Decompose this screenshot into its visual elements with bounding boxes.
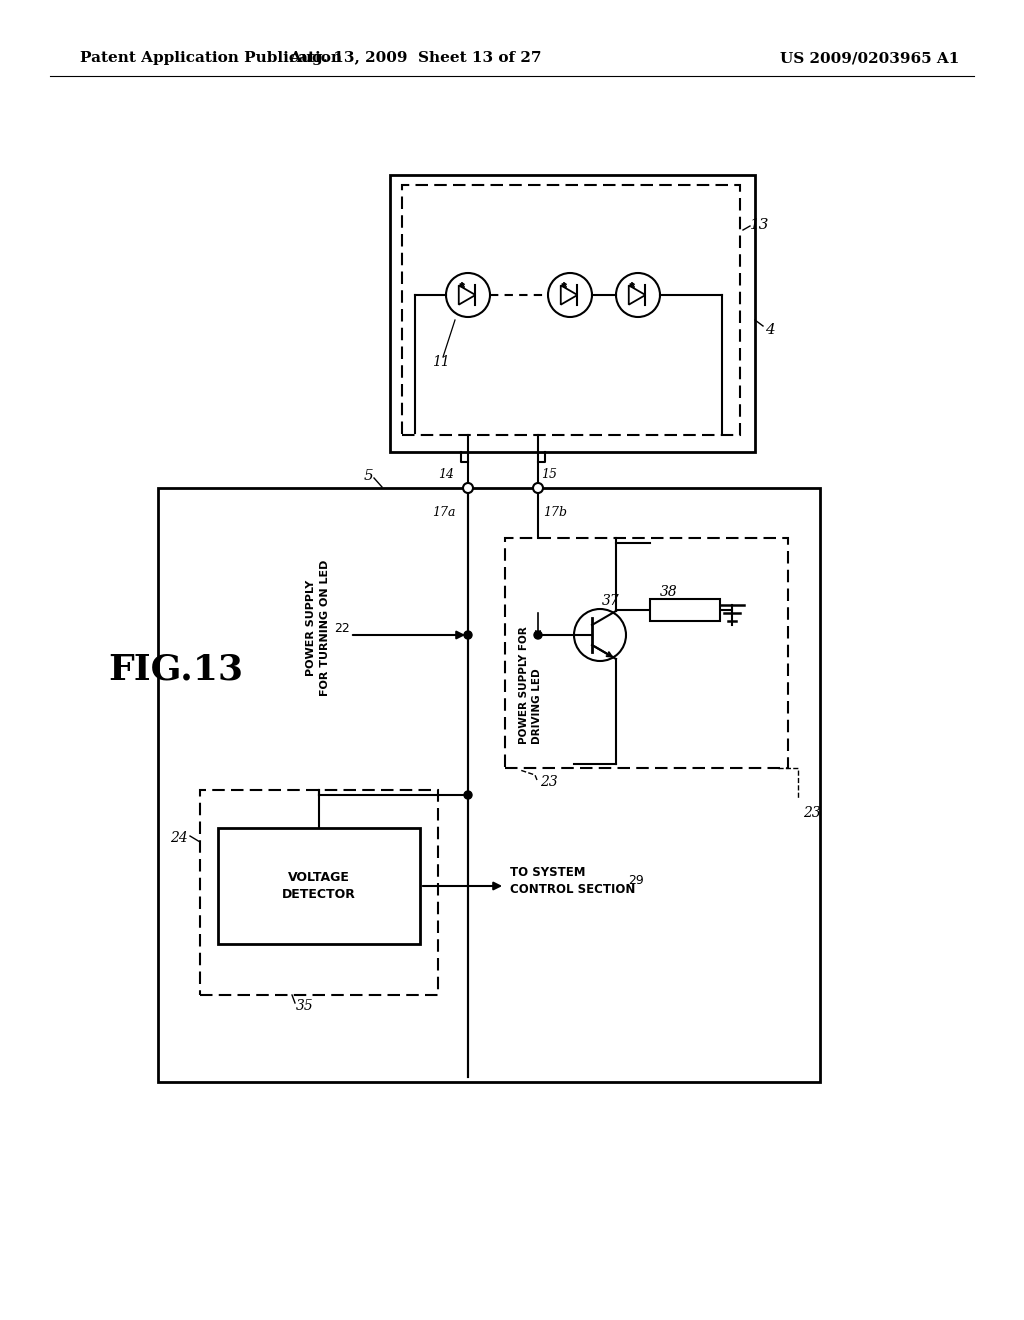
Text: 35: 35: [296, 999, 313, 1012]
Text: 14: 14: [438, 469, 454, 482]
Bar: [158, 488, 820, 1082]
Text: 17b: 17b: [543, 506, 567, 519]
Text: 4: 4: [765, 323, 775, 337]
Text: 17a: 17a: [432, 506, 456, 519]
Circle shape: [464, 631, 472, 639]
Text: VOLTAGE
DETECTOR: VOLTAGE DETECTOR: [282, 871, 356, 902]
Text: 37: 37: [602, 594, 620, 609]
Text: 13: 13: [750, 218, 769, 232]
Circle shape: [534, 483, 543, 492]
Bar: [390, 176, 755, 451]
Text: 15: 15: [541, 469, 557, 482]
Text: US 2009/0203965 A1: US 2009/0203965 A1: [780, 51, 959, 65]
Circle shape: [534, 631, 542, 639]
Text: POWER SUPPLY
FOR TURNING ON LED: POWER SUPPLY FOR TURNING ON LED: [306, 560, 330, 696]
Circle shape: [463, 483, 473, 492]
Circle shape: [464, 791, 472, 799]
Text: 29: 29: [628, 874, 644, 887]
Text: Patent Application Publication: Patent Application Publication: [80, 51, 342, 65]
Text: POWER SUPPLY FOR
DRIVING LED: POWER SUPPLY FOR DRIVING LED: [519, 626, 542, 744]
Text: Aug. 13, 2009  Sheet 13 of 27: Aug. 13, 2009 Sheet 13 of 27: [289, 51, 542, 65]
Text: 22: 22: [334, 622, 350, 635]
Bar: [402, 185, 740, 436]
Polygon shape: [629, 285, 645, 305]
Text: 23: 23: [803, 807, 821, 820]
Text: 38: 38: [660, 585, 678, 599]
Text: 5: 5: [364, 469, 373, 483]
Bar: [218, 828, 420, 944]
Bar: [200, 789, 438, 995]
Bar: [505, 539, 788, 768]
Bar: [650, 599, 720, 620]
Text: 24: 24: [170, 832, 188, 845]
Text: 23: 23: [540, 775, 558, 789]
Polygon shape: [561, 285, 578, 305]
Text: TO SYSTEM
CONTROL SECTION: TO SYSTEM CONTROL SECTION: [510, 866, 635, 896]
Text: FIG.13: FIG.13: [108, 653, 243, 686]
Text: 11: 11: [432, 355, 450, 370]
Polygon shape: [459, 285, 475, 305]
